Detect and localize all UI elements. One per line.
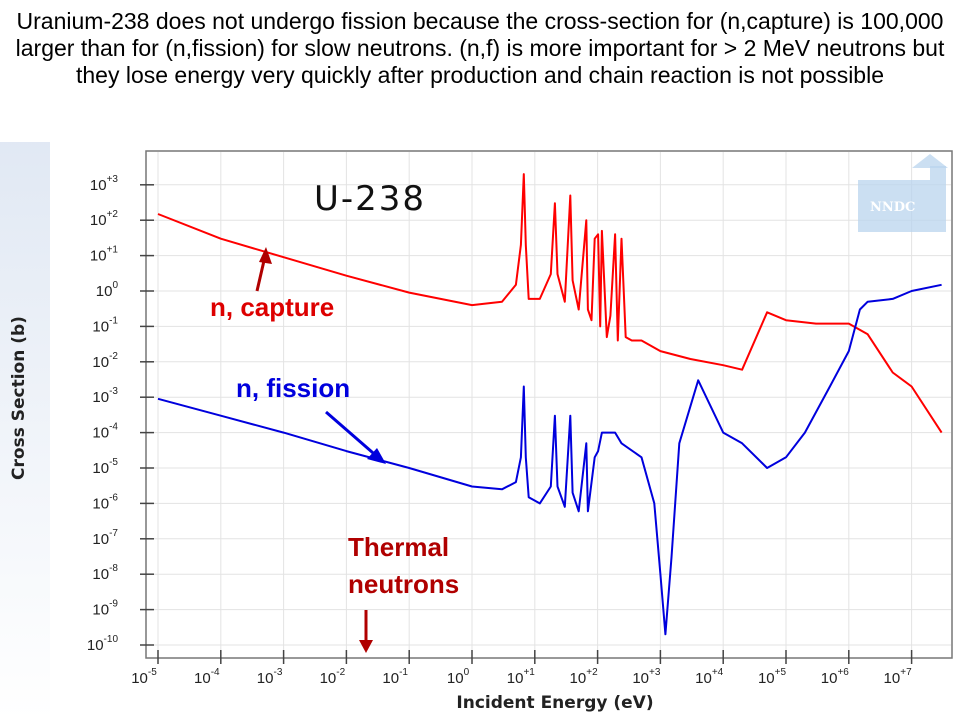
y-tick-exponent: -8 xyxy=(109,563,118,574)
chart-left-shade xyxy=(0,142,50,720)
x-tick-exponent: +7 xyxy=(900,667,912,678)
y-tick-exponent: -4 xyxy=(109,422,118,433)
y-tick-exponent: -7 xyxy=(109,528,118,539)
x-tick-exponent: -2 xyxy=(336,667,345,678)
y-tick-exponent: 0 xyxy=(112,280,118,291)
x-tick-exponent: +6 xyxy=(837,667,849,678)
x-tick-exponent: -3 xyxy=(273,667,282,678)
y-tick-exponent: -6 xyxy=(109,492,118,503)
x-tick-exponent: 0 xyxy=(464,667,470,678)
plot-area xyxy=(145,150,953,659)
x-axis-title: Incident Energy (eV) xyxy=(456,693,653,713)
x-tick-exponent: +5 xyxy=(775,667,787,678)
y-tick-exponent: +1 xyxy=(107,245,119,256)
x-tick-exponent: +1 xyxy=(523,667,535,678)
y-tick-exponent: -1 xyxy=(109,315,118,326)
y-axis-title: Cross Section (b) xyxy=(9,316,29,480)
nndc-logo: NNDC xyxy=(858,154,948,232)
capture-series-line xyxy=(157,173,943,434)
thermal-annotation-line2: neutrons xyxy=(348,569,459,599)
x-tick-exponent: -4 xyxy=(211,667,220,678)
plot-title: U-238 xyxy=(314,179,426,219)
fission-annotation: n, fission xyxy=(236,373,350,403)
x-tick-exponent: +4 xyxy=(712,667,724,678)
fission-arrow xyxy=(325,410,381,461)
fission-series-line xyxy=(157,283,942,636)
x-tick-exponent: -5 xyxy=(148,667,157,678)
y-tick-exponent: +2 xyxy=(107,209,119,220)
y-tick-exponent: -10 xyxy=(104,634,119,645)
series-layer xyxy=(157,173,943,636)
thermal-arrowhead xyxy=(359,640,373,653)
y-tick-exponent: -3 xyxy=(109,386,118,397)
x-tick-exponent: -1 xyxy=(399,667,408,678)
thermal-annotation-line1: Thermal xyxy=(348,532,449,562)
y-tick-exponent: -9 xyxy=(109,599,118,610)
y-tick-exponent: -2 xyxy=(109,351,118,362)
capture-annotation: n, capture xyxy=(210,292,334,322)
x-tick-exponent: +2 xyxy=(586,667,598,678)
nndc-logo-text: NNDC xyxy=(870,200,915,215)
fission-arrowhead xyxy=(367,448,386,464)
slide-caption: Uranium-238 does not undergo fission bec… xyxy=(15,8,945,88)
capture-arrowhead xyxy=(259,247,272,264)
x-tick-exponent: +3 xyxy=(649,667,661,678)
y-tick-exponent: -5 xyxy=(109,457,118,468)
y-tick-exponent: +3 xyxy=(107,174,119,185)
